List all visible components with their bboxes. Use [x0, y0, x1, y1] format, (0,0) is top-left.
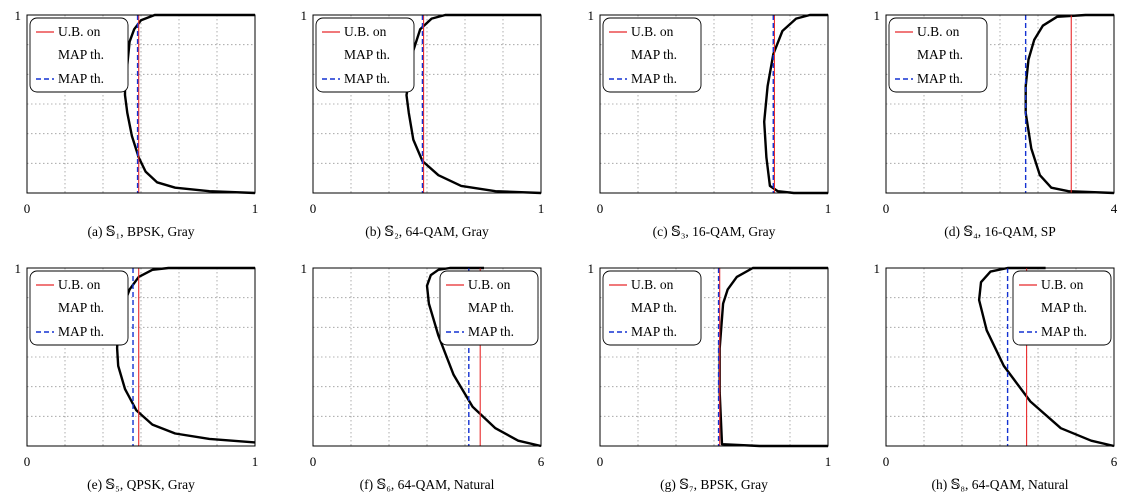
legend-label-upper-bound: U.B. on MAP th. — [58, 277, 104, 315]
subfigure-caption: (a) 𝕊₁, BPSK, Gray — [87, 224, 194, 239]
axes-frame — [312, 267, 542, 447]
y-tick-label: 1 — [588, 8, 595, 23]
legend: U.B. on MAP th. MAP th. — [602, 17, 702, 93]
legend-label-upper-bound: U.B. on MAP th. — [631, 24, 677, 62]
x-tick-label: 0 — [24, 454, 31, 469]
chart-panel: 0 1 1 (b) 𝕊₂, 64-QAM, Gray U.B. on MAP th. MAP… — [301, 8, 545, 239]
legend-label-map-threshold: MAP th. — [58, 71, 104, 86]
subfigure-caption: (f) 𝕊₆, 64-QAM, Natural — [360, 477, 495, 492]
subfigure-caption: (b) 𝕊₂, 64-QAM, Gray — [365, 224, 489, 239]
subfigure-caption: (g) 𝕊₇, BPSK, Gray — [660, 477, 768, 492]
legend-box — [29, 270, 129, 346]
subfigure-caption: (e) 𝕊₅, QPSK, Gray — [87, 477, 195, 492]
legend: U.B. on MAP th. MAP th. — [439, 270, 539, 346]
legend-label-map-threshold: MAP th. — [631, 324, 677, 339]
axes-frame — [26, 14, 256, 194]
x-tick-label: 6 — [1111, 454, 1118, 469]
curve-series — [115, 266, 256, 444]
legend-label-upper-bound: U.B. on MAP th. — [631, 277, 677, 315]
y-tick-label: 1 — [301, 8, 308, 23]
legend: U.B. on MAP th. MAP th. — [602, 270, 702, 346]
y-tick-label: 1 — [588, 261, 595, 276]
legend-box — [888, 17, 988, 93]
axes-frame — [885, 14, 1115, 194]
x-tick-label: 1 — [252, 201, 259, 216]
x-tick-label: 1 — [825, 454, 832, 469]
axes-frame — [885, 267, 1115, 447]
legend-label-upper-bound: U.B. on MAP th. — [468, 277, 514, 315]
legend-box — [29, 17, 129, 93]
x-tick-label: 1 — [252, 454, 259, 469]
chart-panel: 0 6 1 (f) 𝕊₆, 64-QAM, Natural U.B. on MAP th.… — [301, 261, 545, 492]
legend-label-upper-bound: U.B. on MAP th. — [1041, 277, 1087, 315]
subfigure-caption: (h) 𝕊₈, 64-QAM, Natural — [931, 477, 1068, 492]
legend: U.B. on MAP th. MAP th. — [1012, 270, 1112, 346]
axes-frame — [312, 14, 542, 194]
x-tick-label: 4 — [1111, 201, 1118, 216]
x-tick-label: 1 — [825, 201, 832, 216]
curve-series — [977, 266, 1115, 448]
legend-box — [602, 17, 702, 93]
y-tick-label: 1 — [301, 261, 308, 276]
legend-box — [602, 270, 702, 346]
legend-label-map-threshold: MAP th. — [917, 71, 963, 86]
legend: U.B. on MAP th. MAP th. — [29, 17, 129, 93]
chart-panel: 0 6 1 (h) 𝕊₈, 64-QAM, Natural U.B. on MAP th.… — [874, 261, 1118, 492]
chart-panel: 0 1 1 (c) 𝕊₃, 16-QAM, Gray U.B. on MAP th. MAP… — [588, 8, 832, 239]
legend-label-map-threshold: MAP th. — [1041, 324, 1087, 339]
x-tick-label: 0 — [883, 454, 890, 469]
x-tick-label: 0 — [310, 201, 317, 216]
legend-label-map-threshold: MAP th. — [468, 324, 514, 339]
curve-series — [718, 266, 828, 448]
legend-label-upper-bound: U.B. on MAP th. — [344, 24, 390, 62]
chart-panel: 0 1 1 (g) 𝕊₇, BPSK, Gray U.B. on MAP th. MAP t… — [588, 261, 832, 492]
x-tick-label: 0 — [310, 454, 317, 469]
x-tick-label: 0 — [597, 201, 604, 216]
chart-panel: 0 1 1 (e) 𝕊₅, QPSK, Gray U.B. on MAP th. MAP t… — [15, 261, 259, 492]
chart-panel: 0 1 1 (a) 𝕊₁, BPSK, Gray U.B. on MAP th. MAP t… — [15, 8, 259, 239]
x-tick-label: 1 — [538, 201, 545, 216]
x-tick-label: 0 — [24, 201, 31, 216]
curve-series — [425, 266, 542, 448]
legend: U.B. on MAP th. MAP th. — [888, 17, 988, 93]
x-tick-label: 0 — [597, 454, 604, 469]
subfigure-caption: (c) 𝕊₃, 16-QAM, Gray — [653, 224, 776, 239]
y-tick-label: 1 — [15, 8, 22, 23]
y-tick-label: 1 — [15, 261, 22, 276]
axes-frame — [599, 14, 829, 194]
legend-label-upper-bound: U.B. on MAP th. — [917, 24, 963, 62]
x-tick-label: 0 — [883, 201, 890, 216]
legend-label-upper-bound: U.B. on MAP th. — [58, 24, 104, 62]
legend-label-map-threshold: MAP th. — [344, 71, 390, 86]
legend-label-map-threshold: MAP th. — [631, 71, 677, 86]
y-tick-label: 1 — [874, 261, 881, 276]
y-tick-label: 1 — [874, 8, 881, 23]
x-tick-label: 6 — [538, 454, 545, 469]
legend-box — [1012, 270, 1112, 346]
curve-series — [405, 13, 542, 195]
axes-frame — [26, 267, 256, 447]
subfigure-caption: (d) 𝕊₄, 16-QAM, SP — [944, 224, 1056, 239]
axes-frame — [599, 267, 829, 447]
legend-box — [315, 17, 415, 93]
curve-series — [1024, 13, 1115, 195]
legend: U.B. on MAP th. MAP th. — [29, 270, 129, 346]
curve-series — [763, 13, 828, 195]
legend: U.B. on MAP th. MAP th. — [315, 17, 415, 93]
legend-label-map-threshold: MAP th. — [58, 324, 104, 339]
legend-box — [439, 270, 539, 346]
chart-panel: 0 4 1 (d) 𝕊₄, 16-QAM, SP U.B. on MAP th. MAP t… — [874, 8, 1118, 239]
